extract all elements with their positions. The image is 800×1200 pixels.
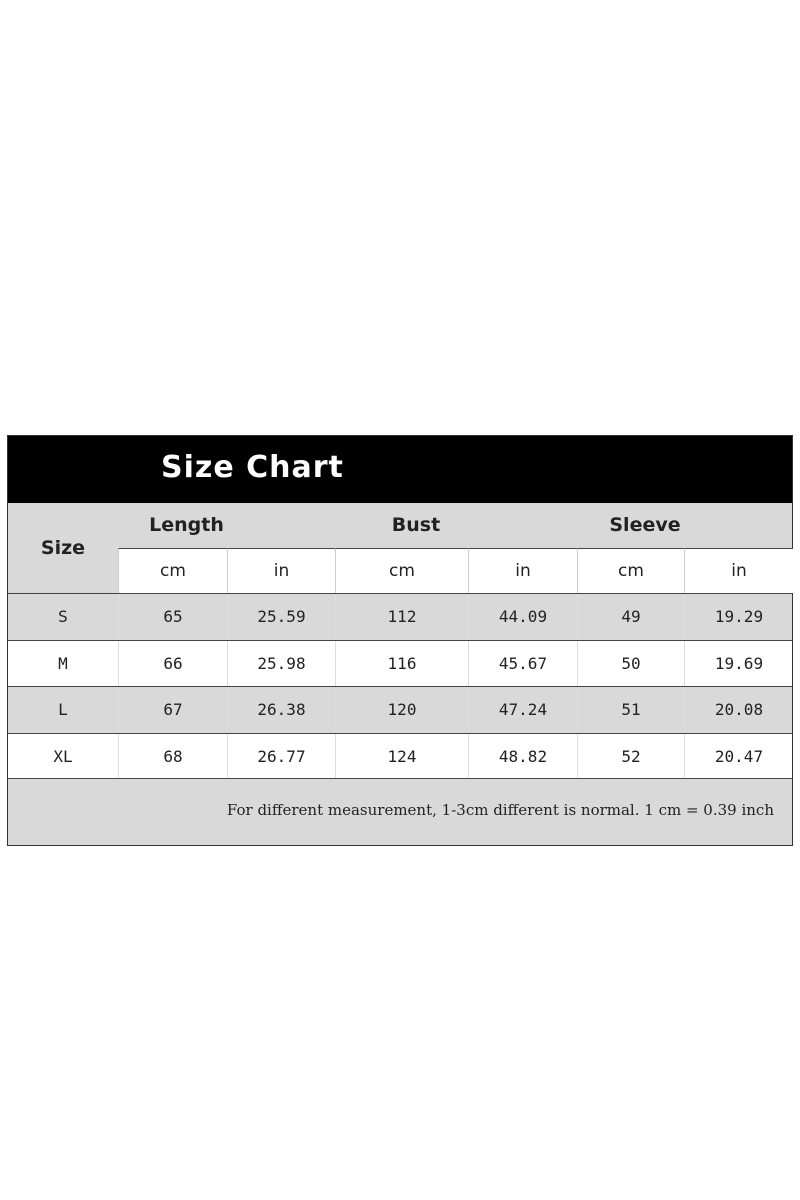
- value-cell: 120: [335, 687, 468, 732]
- value-cell: 19.69: [684, 640, 793, 686]
- table-row: M 66 25.98 116 45.67 50 19.69: [8, 639, 793, 686]
- value-cell: 65: [118, 594, 227, 639]
- measurement-note: For different measurement, 1-3cm differe…: [8, 778, 792, 847]
- unit-header: cm: [335, 548, 468, 593]
- size-cell: M: [58, 653, 68, 673]
- value-cell: 66: [118, 640, 227, 686]
- value-cell: 20.08: [684, 687, 793, 732]
- table-row: S 65 25.59 112 44.09 49 19.29: [8, 593, 792, 639]
- group-header-sleeve: Sleeve: [609, 514, 681, 536]
- value-cell: 19.29: [684, 594, 793, 639]
- size-cell: XL: [53, 746, 73, 766]
- unit-header: cm: [118, 548, 227, 593]
- value-cell: 116: [335, 640, 468, 686]
- group-header-length: Length: [149, 514, 224, 536]
- value-cell: 25.59: [227, 594, 335, 639]
- value-cell: 49: [577, 594, 684, 639]
- title-bar: Size Chart: [8, 436, 792, 503]
- size-cell: L: [58, 700, 68, 719]
- unit-header: in: [227, 548, 335, 593]
- value-cell: 50: [577, 640, 684, 686]
- value-cell: 20.47: [684, 733, 793, 779]
- value-cell: 26.77: [227, 733, 335, 779]
- value-cell: 112: [335, 594, 468, 639]
- value-cell: 67: [118, 687, 227, 732]
- value-cell: 68: [118, 733, 227, 779]
- unit-header: in: [468, 548, 577, 593]
- note-text: For different measurement, 1-3cm differe…: [226, 801, 774, 819]
- unit-header: cm: [577, 548, 684, 593]
- size-header: Size: [40, 537, 86, 559]
- table-row: L 67 26.38 120 47.24 51 20.08: [8, 686, 792, 732]
- group-header-bust: Bust: [391, 514, 441, 536]
- value-cell: 47.24: [468, 687, 577, 732]
- value-cell: 124: [335, 733, 468, 779]
- chart-title: Size Chart: [161, 450, 344, 485]
- value-cell: 51: [577, 687, 684, 732]
- unit-header: in: [684, 548, 793, 593]
- value-cell: 25.98: [227, 640, 335, 686]
- size-chart-table: Size Chart Size Length Bust Sleeve cm in cm in…: [7, 435, 793, 846]
- table-row: XL 68 26.77 124 48.82 52 20.47: [8, 732, 793, 779]
- size-cell: S: [58, 607, 68, 626]
- value-cell: 26.38: [227, 687, 335, 732]
- value-cell: 52: [577, 733, 684, 779]
- value-cell: 45.67: [468, 640, 577, 686]
- value-cell: 44.09: [468, 594, 577, 639]
- value-cell: 48.82: [468, 733, 577, 779]
